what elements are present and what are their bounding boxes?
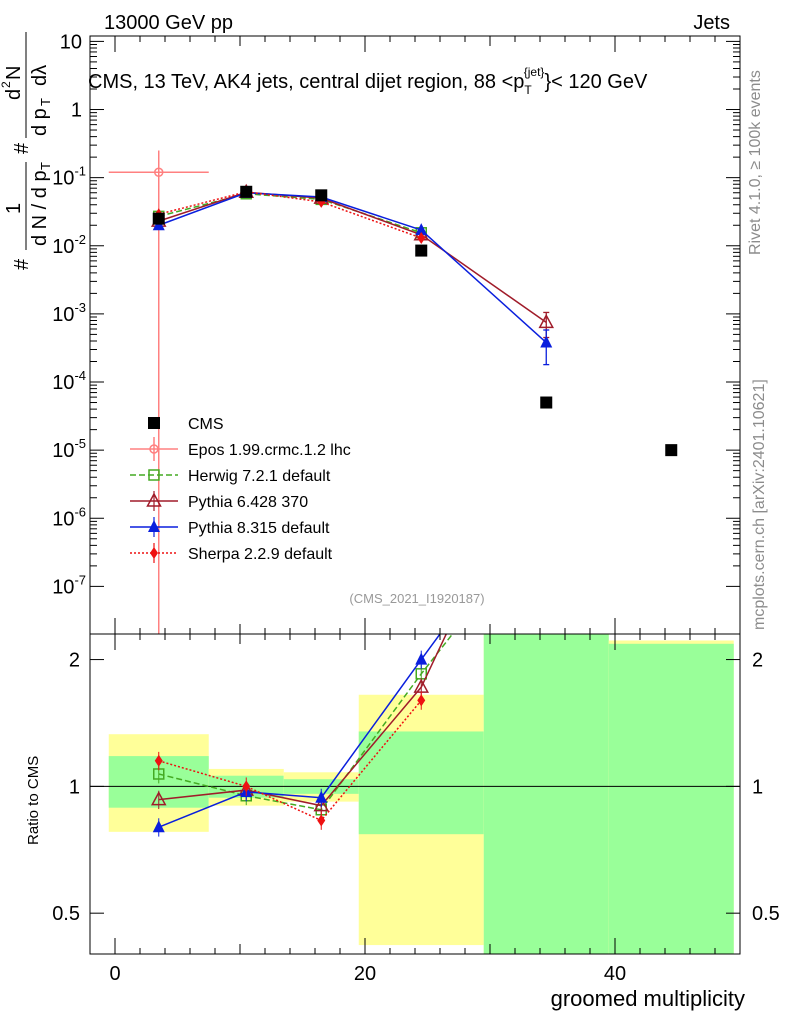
series-2-point-4 (538, 313, 555, 329)
ratio-series-3-point-0 (152, 820, 165, 833)
ratio-panel-data (150, 633, 454, 837)
svg-text:1: 1 (3, 203, 25, 214)
main-y-tick-label-3: 10-2 (52, 232, 86, 258)
x-tick-label-2: 40 (604, 963, 626, 985)
ratio-series-4-point-0 (154, 754, 163, 767)
svg-text:dλ: dλ (29, 65, 51, 86)
header-left: 13000 GeV pp (104, 12, 233, 34)
legend-marker-1 (149, 444, 159, 454)
series-3-point-3 (415, 223, 428, 236)
svg-text:N: N (3, 66, 25, 80)
axes-ticks: 10 1 10-1 10-2 10-3 10-4 10-5 10-6 10-7 2 2 1 1 0.5 0.… (52, 31, 780, 985)
main-y-label: # 1 d N / d p T # d 2 N d p T dλ (0, 32, 53, 270)
ratio-series-4 (154, 691, 426, 830)
cms-point-1 (240, 185, 253, 198)
svg-text:T: T (38, 162, 53, 170)
legend-entry-5: Sherpa 2.2.9 default (130, 543, 333, 563)
series-3-point-4 (540, 335, 553, 348)
legend-label-4: Pythia 8.315 default (188, 520, 330, 537)
legend-entry-0: CMS (148, 416, 224, 433)
series-4-point-3 (417, 232, 426, 245)
legend-marker-5 (150, 547, 158, 559)
series-3 (152, 185, 553, 366)
legend-label-5: Sherpa 2.2.9 default (188, 546, 333, 563)
ratio-y-tick-label-left-0: 2 (69, 650, 80, 672)
main-y-tick-label-6: 10-5 (52, 436, 86, 462)
chart-title: CMS, 13 TeV, AK4 jets, central dijet reg… (88, 65, 648, 97)
ratio-y-tick-label-left-2: 0.5 (52, 903, 80, 925)
svg-text:d p: d p (29, 108, 51, 136)
legend-marker-3 (146, 492, 162, 507)
cms-point-0 (152, 212, 165, 225)
legend-label-0: CMS (188, 416, 224, 433)
band-green-3 (358, 731, 484, 835)
header-right: Jets (693, 12, 730, 34)
analysis-watermark: (CMS_2021_I1920187) (349, 591, 484, 606)
ratio-y-tick-label-right-2: 0.5 (752, 903, 780, 925)
cms-point-5 (665, 444, 678, 457)
legend-label-2: Herwig 7.2.1 default (188, 468, 331, 485)
x-tick-label-0: 0 (109, 963, 120, 985)
ratio-y-tick-label-right-0: 2 (752, 650, 763, 672)
rivet-label: Rivet 4.1.0, ≥ 100k events (747, 70, 764, 255)
series-2-line (158, 191, 547, 324)
svg-text:d N / d p: d N / d p (29, 170, 51, 246)
main-y-tick-label-5: 10-4 (52, 368, 86, 394)
svg-text:2: 2 (0, 81, 13, 88)
svg-text:#: # (11, 142, 33, 154)
ratio-series-3-point-2 (315, 790, 328, 803)
legend-marker-4 (148, 520, 160, 532)
ratio-series-2-point-2 (313, 797, 330, 812)
legend-marker-0 (148, 417, 160, 429)
x-tick-label-1: 20 (354, 963, 376, 985)
legend-entry-2: Herwig 7.2.1 default (130, 468, 331, 485)
ratio-series-2-point-0 (150, 791, 167, 806)
main-y-tick-label-7: 10-6 (52, 504, 86, 530)
mcplots-label: mcplots.cern.ch [arXiv:2401.10621] (751, 379, 768, 630)
ratio-series-4-point-2 (317, 814, 326, 827)
legend-marker-2 (148, 469, 160, 481)
ratio-series-4-point-1 (242, 780, 251, 793)
x-axis-label: groomed multiplicity (551, 986, 745, 1011)
legend: CMS Epos 1.99.crmc.1.2 lhc Herwig 7.2.1 de… (130, 416, 351, 563)
main-y-tick-label-4: 10-3 (52, 300, 86, 326)
cms-point-2 (315, 189, 328, 202)
legend-entry-3: Pythia 6.428 370 (130, 491, 308, 511)
cms-point-4 (540, 396, 553, 409)
series-3-line (158, 191, 547, 344)
band-green-5 (608, 643, 734, 954)
legend-entry-4: Pythia 8.315 default (130, 517, 330, 537)
legend-label-1: Epos 1.99.crmc.1.2 lhc (188, 442, 351, 459)
main-y-tick-label-8: 10-7 (52, 572, 86, 598)
main-y-tick-label-1: 1 (71, 100, 82, 122)
ratio-y-tick-label-left-1: 1 (69, 776, 80, 798)
series-1-line (158, 193, 422, 234)
main-panel-frame (89, 35, 741, 635)
ratio-y-label: Ratio to CMS (25, 756, 42, 845)
main-y-tick-label-2: 10-1 (52, 164, 86, 190)
cms-point-3 (415, 244, 428, 257)
main-y-tick-label-0: 10 (60, 31, 82, 53)
ratio-series-4-point-3 (417, 694, 426, 707)
ratio-y-tick-label-right-1: 1 (752, 776, 763, 798)
ratio-series-4-line (158, 699, 422, 822)
series-0-point-0 (154, 167, 164, 177)
legend-label-3: Pythia 6.428 370 (188, 494, 308, 511)
svg-text:d: d (3, 89, 25, 100)
series-4-line (158, 191, 422, 239)
band-green-4 (483, 634, 609, 954)
ratio-series-3-point-3 (415, 652, 428, 665)
cms-data (152, 185, 678, 457)
svg-text:T: T (38, 98, 53, 106)
legend-entry-1: Epos 1.99.crmc.1.2 lhc (130, 437, 351, 461)
svg-text:#: # (11, 258, 33, 270)
